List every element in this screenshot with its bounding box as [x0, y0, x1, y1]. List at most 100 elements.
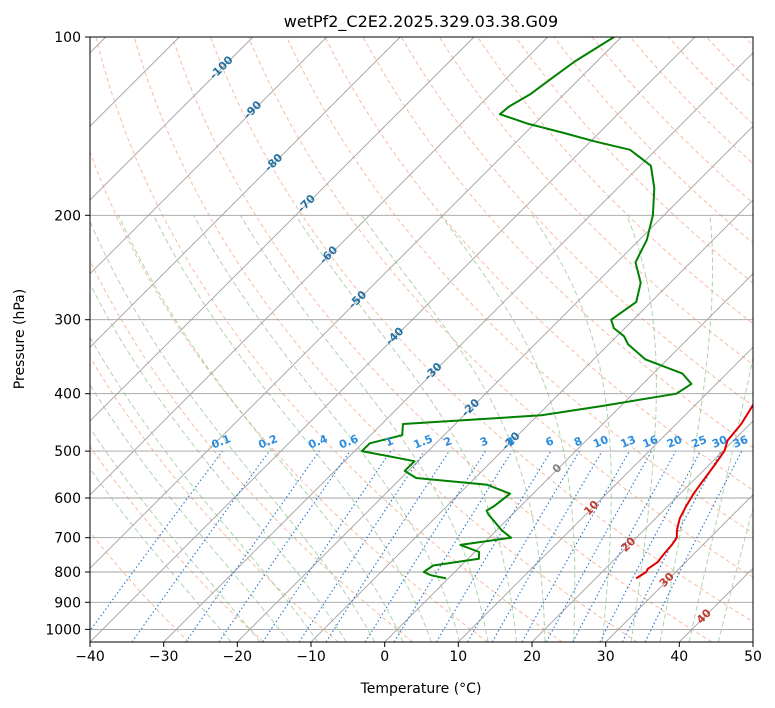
dry-adiabat-line [90, 445, 264, 642]
x-axis-label: Temperature (°C) [360, 681, 482, 697]
skewed-isotherms [90, 37, 753, 642]
dry-adiabats [90, 37, 753, 642]
x-tick-label: 40 [670, 649, 688, 665]
mixing-ratio-line [393, 450, 513, 642]
mixing-ratio-label: 10 [591, 433, 610, 451]
isotherm-line [90, 37, 475, 422]
dry-adiabat-line [248, 37, 753, 578]
y-tick-label: 300 [54, 313, 81, 329]
mixing-ratio-line [599, 450, 701, 642]
dry-adiabat-line [90, 150, 488, 642]
x-tick-label: −10 [296, 649, 326, 665]
moist-adiabat-line [90, 220, 376, 642]
mixing-ratio-labels: 0.1 0.2 0.4 0.6 1 1.5 2 3 4 6 8 10 13 16 20 25 30 36 [210, 432, 751, 451]
y-tick-label: 1000 [45, 622, 81, 638]
mixing-ratio-line [298, 450, 425, 642]
mixing-ratio-label: 20 [665, 433, 684, 451]
moist-adiabat-line [361, 215, 546, 642]
isotherm-line [90, 37, 254, 201]
isotherm-label: -100 [207, 53, 236, 82]
isotherm-line [236, 125, 753, 642]
pressure-gridlines [90, 37, 753, 630]
mixing-ratio-label: 13 [619, 433, 638, 451]
moist-adiabat-line [90, 282, 347, 642]
dry-adiabat-line [171, 37, 712, 642]
isotherm-line [163, 52, 753, 642]
moist-adiabat-line [626, 215, 657, 642]
moist-adiabat-line [239, 215, 489, 642]
y-tick-label: 400 [54, 387, 81, 403]
y-tick-label: 500 [54, 444, 81, 460]
moist-adiabat-line [193, 215, 461, 642]
mixing-ratio-line [218, 450, 351, 642]
isotherm-label: 40 [694, 606, 714, 626]
mixing-ratio-label: 8 [572, 434, 584, 449]
mixing-ratio-label: 0.4 [307, 432, 330, 451]
y-tick-label: 800 [54, 565, 81, 581]
y-axis-label: Pressure (hPa) [12, 289, 28, 389]
y-tick-label: 200 [54, 208, 81, 224]
isotherm-label: -80 [262, 151, 285, 174]
mixing-ratio-line [521, 450, 630, 642]
moist-adiabat-line [440, 215, 576, 642]
dry-adiabat-line [477, 37, 753, 325]
mixing-ratio-label: 2 [442, 434, 454, 449]
dry-adiabat-line [515, 37, 753, 284]
isotherm-line [752, 641, 753, 642]
isotherm-label: 0 [550, 461, 565, 476]
dry-adiabat-line [210, 37, 753, 623]
isotherm-line [531, 420, 753, 642]
mixing-ratio-lines [90, 450, 743, 642]
isotherm-line [90, 37, 401, 348]
mixing-ratio-line [435, 450, 552, 642]
isotherm-line [90, 37, 328, 275]
isotherm-label: 30 [657, 570, 677, 590]
moist-adiabat-line [295, 215, 517, 642]
mixing-ratio-line [572, 450, 677, 642]
isotherm-line [90, 37, 549, 496]
isotherm-label: 10 [581, 498, 601, 518]
dry-adiabat-line [286, 37, 753, 534]
temperature-profile-line [635, 403, 753, 580]
x-tick-label: 0 [380, 649, 389, 665]
dry-adiabat-line [133, 37, 638, 642]
moist-adiabat-line [153, 215, 432, 642]
moist-adiabat-line [117, 215, 404, 642]
isotherm-line [605, 494, 753, 642]
dry-adiabat-line [591, 37, 753, 204]
mixing-ratio-label: 0.1 [210, 432, 233, 451]
x-tick-label: 30 [597, 649, 615, 665]
chart-title: wetPf2_C2E2.2025.329.03.38.G09 [284, 12, 558, 32]
mixing-ratio-line [262, 450, 392, 642]
dry-adiabat-line [90, 531, 190, 642]
moist-adiabat-line [90, 467, 232, 642]
isotherm-line [678, 567, 753, 642]
isotherm-line [310, 199, 753, 642]
isotherm-label: -20 [459, 396, 482, 419]
dry-adiabat-line [706, 37, 753, 86]
mixing-ratio-label: 16 [641, 433, 660, 451]
mixing-ratio-label: 36 [731, 433, 750, 451]
plot-area: -100-90-80-70-60-50-40-30-20-10010203040… [90, 37, 753, 642]
dry-adiabat-line [400, 37, 753, 407]
mixing-ratio-line [545, 450, 653, 642]
dewpoint-profile-line [360, 37, 693, 580]
isotherm-label: -70 [295, 192, 318, 215]
mixing-ratio-line [325, 450, 450, 642]
isotherm-label: -40 [383, 324, 406, 347]
mixing-ratio-line [185, 450, 320, 642]
mixing-ratio-line [131, 450, 270, 642]
moist-adiabat-line [90, 427, 261, 642]
isotherm-label: -30 [421, 360, 444, 383]
y-axis-ticks: 1000 900 800 700 600 500 400 300 200 100 [45, 30, 90, 638]
mixing-ratio-line [644, 450, 743, 642]
isotherm-label: -60 [317, 243, 340, 266]
x-tick-label: 20 [523, 649, 541, 665]
profile-lines [360, 37, 753, 580]
dry-adiabat-line [95, 37, 563, 642]
moist-adiabats [90, 215, 753, 642]
dry-adiabat-line [324, 37, 753, 491]
x-tick-label: 10 [449, 649, 467, 665]
x-tick-label: −30 [149, 649, 179, 665]
